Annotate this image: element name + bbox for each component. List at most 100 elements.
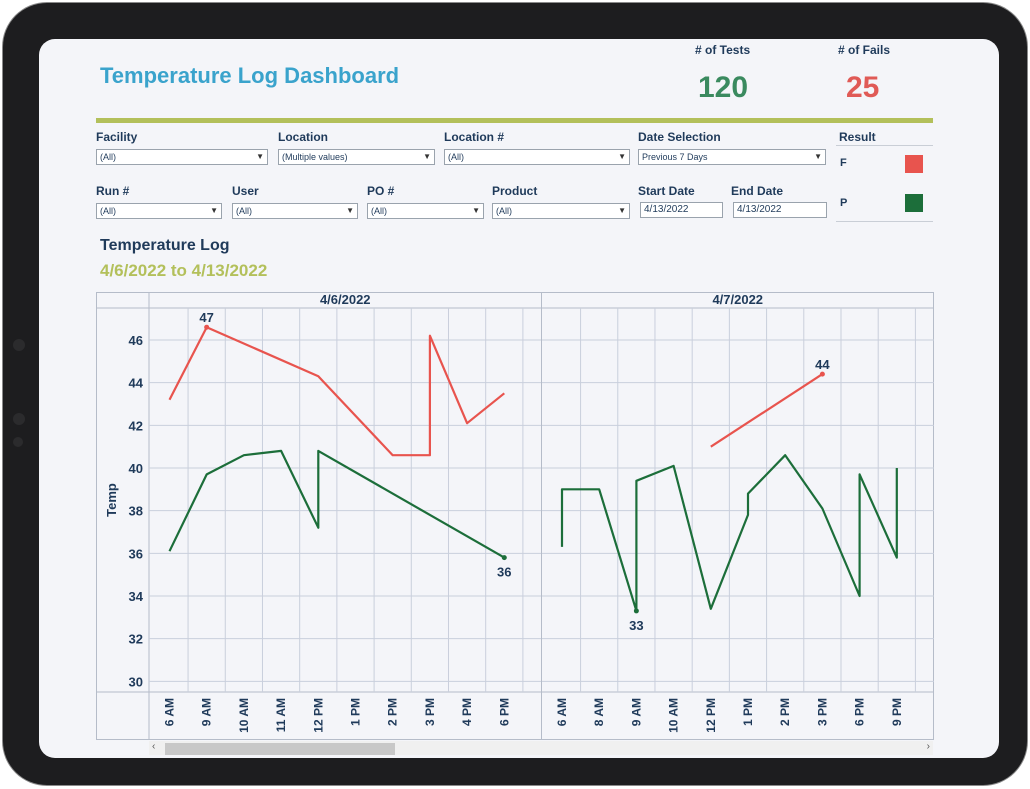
legend-swatch-p[interactable] — [905, 194, 923, 212]
legend-swatch-f[interactable] — [905, 155, 923, 173]
legend-divider — [836, 221, 933, 222]
data-label: 44 — [815, 357, 830, 372]
x-tick-label: 12 PM — [311, 698, 325, 733]
y-tick-label: 36 — [129, 546, 143, 561]
y-tick-label: 34 — [129, 589, 144, 604]
chevron-down-icon: ▼ — [210, 206, 218, 215]
x-tick-label: 11 AM — [274, 698, 288, 732]
filter-location-num-value: (All) — [448, 152, 464, 162]
x-tick-label: 2 PM — [778, 698, 792, 726]
end-date-input[interactable]: 4/13/2022 — [733, 202, 827, 218]
x-tick-label: 10 AM — [237, 698, 251, 733]
chevron-down-icon: ▼ — [814, 152, 822, 161]
data-point — [819, 371, 825, 377]
start-date-input[interactable]: 4/13/2022 — [640, 202, 723, 218]
filter-run-value: (All) — [100, 206, 116, 216]
title-divider — [96, 118, 933, 123]
kpi-fails-label: # of Fails — [838, 43, 891, 57]
chevron-down-icon: ▼ — [618, 206, 626, 215]
y-tick-label: 42 — [129, 418, 143, 433]
series-line-f — [710, 373, 823, 448]
x-tick-label: 6 AM — [555, 698, 569, 726]
x-tick-label: 10 AM — [667, 698, 681, 733]
camera-dot — [13, 413, 25, 425]
x-tick-label: 3 PM — [423, 698, 437, 726]
x-tick-label: 8 AM — [592, 698, 606, 726]
camera-dot — [13, 437, 23, 447]
y-tick-label: 30 — [129, 674, 143, 689]
x-tick-label: 4 PM — [460, 698, 474, 726]
chevron-down-icon: ▼ — [618, 152, 626, 161]
pane-date-label: 4/7/2022 — [712, 292, 763, 307]
y-tick-label: 32 — [129, 632, 143, 647]
data-point — [501, 555, 507, 561]
dashboard-title: Temperature Log Dashboard — [100, 63, 400, 88]
filter-user-label: User — [232, 184, 259, 198]
chevron-down-icon: ▼ — [423, 152, 431, 161]
filter-product-dropdown[interactable]: (All) ▼ — [492, 203, 630, 219]
legend-divider — [836, 145, 933, 146]
x-tick-label: 1 PM — [741, 698, 755, 726]
series-line-f — [168, 326, 505, 457]
x-tick-label: 6 PM — [497, 698, 511, 726]
filter-facility-value: (All) — [100, 152, 116, 162]
filter-date-selection-value: Previous 7 Days — [642, 152, 708, 162]
filter-location-num-dropdown[interactable]: (All) ▼ — [444, 149, 630, 165]
tablet-frame: Temperature Log Dashboard # of Tests 120… — [3, 3, 1027, 785]
y-axis-label: Temp — [104, 483, 119, 517]
kpi-fails-value: 25 — [846, 71, 880, 104]
filter-run-dropdown[interactable]: (All) ▼ — [96, 203, 222, 219]
x-tick-label: 9 PM — [890, 698, 904, 726]
data-label: 36 — [497, 565, 511, 580]
x-tick-label: 1 PM — [348, 698, 362, 726]
chevron-down-icon: ▼ — [472, 206, 480, 215]
x-tick-label: 12 PM — [704, 698, 718, 733]
result-legend-title: Result — [839, 130, 876, 144]
data-label: 47 — [199, 310, 213, 325]
chevron-down-icon: ▼ — [346, 206, 354, 215]
data-label: 33 — [629, 618, 643, 633]
pane-date-label: 4/6/2022 — [320, 292, 371, 307]
filter-location-dropdown[interactable]: (Multiple values) ▼ — [278, 149, 435, 165]
chevron-down-icon: ▼ — [256, 152, 264, 161]
scroll-right-icon[interactable]: › — [926, 741, 930, 752]
filter-location-num-label: Location # — [444, 130, 505, 144]
filter-date-selection-label: Date Selection — [638, 130, 721, 144]
filter-po-value: (All) — [371, 206, 387, 216]
filter-location-label: Location — [278, 130, 328, 144]
filter-location-value: (Multiple values) — [282, 152, 348, 162]
x-tick-label: 6 AM — [162, 698, 176, 726]
plot-frame — [96, 292, 934, 740]
scroll-left-icon[interactable]: ‹ — [152, 741, 156, 752]
series-line-p — [560, 454, 898, 612]
chart-title: Temperature Log — [100, 237, 230, 254]
x-tick-label: 6 PM — [853, 698, 867, 726]
filter-run-label: Run # — [96, 184, 130, 198]
filter-date-selection-dropdown[interactable]: Previous 7 Days ▼ — [638, 149, 826, 165]
y-tick-label: 38 — [129, 504, 143, 519]
x-tick-label: 9 AM — [200, 698, 214, 726]
horizontal-scrollbar[interactable]: ‹ › — [149, 741, 933, 755]
series-line-p — [168, 449, 505, 559]
filter-start-date-label: Start Date — [638, 184, 695, 198]
chart-date-range: 4/6/2022 to 4/13/2022 — [100, 261, 268, 280]
filter-user-value: (All) — [236, 206, 252, 216]
filter-user-dropdown[interactable]: (All) ▼ — [232, 203, 358, 219]
legend-label-p: P — [840, 197, 848, 209]
filter-end-date-label: End Date — [731, 184, 784, 198]
x-tick-label: 3 PM — [815, 698, 829, 726]
kpi-tests-value: 120 — [698, 71, 749, 104]
filter-product-value: (All) — [496, 206, 512, 216]
temperature-log-chart: 30 32 34 36 38 40 42 44 46 Temp 4/6/2022 6 AM 9 AM 10… — [96, 292, 934, 740]
data-point — [204, 324, 210, 330]
kpi-tests-label: # of Tests — [695, 43, 751, 57]
scroll-thumb[interactable] — [165, 743, 395, 755]
filter-po-label: PO # — [367, 184, 395, 198]
y-tick-label: 44 — [129, 376, 144, 391]
y-tick-label: 46 — [129, 333, 143, 348]
filter-po-dropdown[interactable]: (All) ▼ — [367, 203, 484, 219]
x-tick-label: 2 PM — [386, 698, 400, 726]
filter-facility-dropdown[interactable]: (All) ▼ — [96, 149, 268, 165]
filter-product-label: Product — [492, 184, 538, 198]
data-point — [633, 608, 639, 614]
